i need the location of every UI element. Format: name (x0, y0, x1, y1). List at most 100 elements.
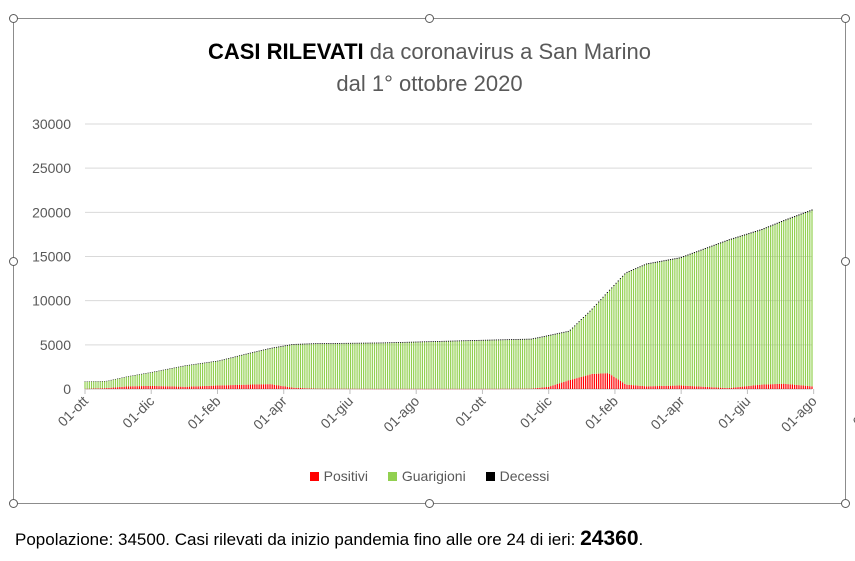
bar-guarigioni (441, 341, 443, 389)
bar-guarigioni (108, 380, 110, 388)
bar-guarigioni (230, 358, 232, 386)
bar-guarigioni (154, 372, 156, 386)
legend-item-guarigioni: Guarigioni (387, 468, 466, 484)
x-tick-label: 01-ago (778, 393, 820, 435)
bar-guarigioni (565, 332, 567, 382)
bar-positivi (598, 373, 600, 389)
bar-decessi (537, 337, 539, 339)
bar-guarigioni (393, 343, 395, 389)
bar-positivi (741, 386, 743, 389)
bar-positivi (282, 386, 284, 389)
bar-decessi (622, 275, 624, 277)
bar-decessi (254, 351, 256, 353)
bar-guarigioni (371, 343, 373, 389)
bar-decessi (397, 342, 400, 343)
bar-decessi (421, 341, 423, 343)
bar-positivi (260, 384, 262, 389)
bar-decessi (241, 354, 243, 356)
bar-positivi (748, 385, 750, 389)
bar-decessi (663, 260, 665, 262)
bar-guarigioni (365, 343, 367, 389)
bar-guarigioni (580, 320, 582, 377)
bar-decessi (526, 338, 528, 340)
resize-handle-middle-right[interactable] (841, 257, 850, 266)
bar-positivi (759, 384, 761, 389)
resize-handle-bottom-middle[interactable] (425, 499, 434, 508)
bar-guarigioni (604, 295, 606, 374)
bar-decessi (484, 339, 487, 341)
resize-handle-bottom-right[interactable] (841, 499, 850, 508)
bar-guarigioni (265, 349, 267, 385)
bar-decessi (158, 370, 160, 372)
bar-positivi (654, 386, 656, 389)
bar-guarigioni (743, 235, 746, 387)
bar-decessi (619, 278, 622, 280)
bar-guarigioni (722, 242, 724, 388)
bar-guarigioni (606, 293, 608, 374)
bar-decessi (167, 368, 169, 370)
bar-guarigioni (595, 304, 598, 374)
bar-decessi (476, 340, 478, 341)
bar-guarigioni (767, 227, 770, 385)
bar-positivi (643, 386, 645, 389)
bar-guarigioni (367, 343, 369, 389)
bar-decessi (648, 263, 650, 265)
bar-decessi (184, 365, 186, 367)
bar-guarigioni (530, 339, 532, 389)
bar-guarigioni (728, 240, 730, 389)
bar-positivi (204, 386, 206, 389)
bar-decessi (519, 338, 521, 340)
bar-guarigioni (517, 339, 519, 389)
bar-positivi (219, 385, 221, 389)
bar-decessi (726, 240, 728, 242)
footer-end: . (638, 530, 644, 549)
bar-guarigioni (682, 257, 685, 386)
bar-guarigioni (800, 214, 802, 386)
bar-positivi (247, 384, 249, 389)
bar-guarigioni (306, 344, 308, 389)
bar-positivi (770, 384, 772, 389)
resize-handle-top-middle[interactable] (425, 14, 434, 23)
bar-guarigioni (450, 341, 452, 389)
bar-decessi (791, 216, 794, 218)
bar-positivi (645, 386, 648, 389)
bar-guarigioni (397, 342, 400, 389)
resize-handle-top-right[interactable] (841, 14, 850, 23)
bar-decessi (317, 343, 319, 345)
footer-total: 24360 (580, 527, 639, 550)
resize-handle-middle-left[interactable] (9, 257, 18, 266)
bar-positivi (709, 387, 711, 389)
bar-guarigioni (624, 274, 626, 384)
bar-decessi (236, 355, 238, 357)
bar-guarigioni (147, 373, 149, 386)
bar-positivi (234, 384, 236, 389)
resize-handle-top-left[interactable] (9, 14, 18, 23)
bar-guarigioni (493, 340, 495, 389)
bar-positivi (637, 385, 639, 389)
bar-guarigioni (454, 341, 456, 389)
bar-guarigioni (395, 342, 397, 389)
bar-decessi (443, 340, 445, 342)
bar-guarigioni (532, 339, 534, 389)
bar-decessi (245, 353, 247, 355)
bar-decessi (186, 365, 188, 366)
bar-decessi (641, 265, 643, 267)
bar-positivi (177, 386, 180, 389)
bar-positivi (273, 384, 275, 389)
bar-guarigioni (386, 343, 389, 389)
bar-decessi (356, 342, 358, 344)
bar-guarigioni (228, 358, 230, 386)
bar-guarigioni (654, 262, 656, 387)
bar-decessi (447, 340, 450, 342)
bar-decessi (164, 369, 167, 370)
bar-decessi (595, 303, 598, 305)
bar-guarigioni (321, 343, 323, 389)
bar-decessi (249, 352, 252, 354)
bar-decessi (154, 371, 156, 373)
bar-decessi (606, 292, 608, 294)
resize-handle-bottom-left[interactable] (9, 499, 18, 508)
bar-guarigioni (550, 335, 552, 387)
bar-guarigioni (754, 232, 757, 386)
bar-guarigioni (402, 342, 404, 389)
bar-guarigioni (783, 221, 785, 384)
